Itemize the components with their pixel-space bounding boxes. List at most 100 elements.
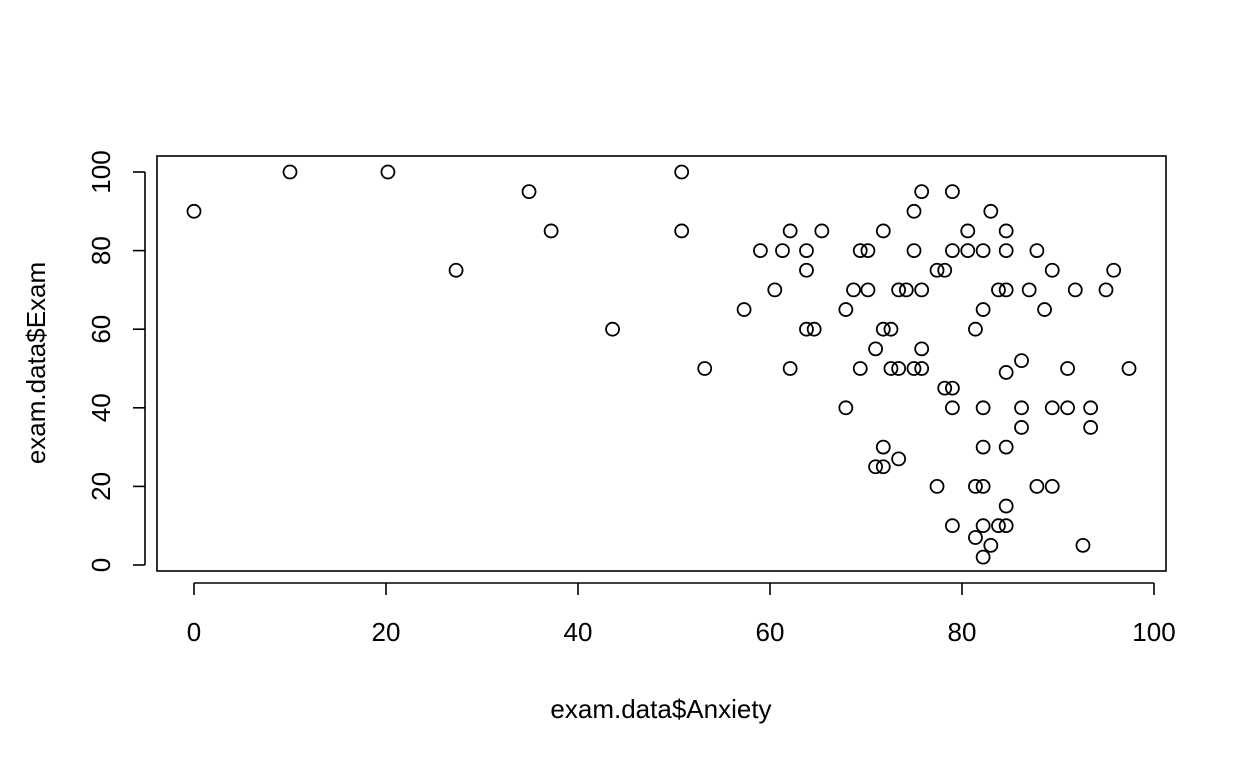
data-point [1106, 262, 1122, 278]
data-point [860, 243, 876, 259]
data-point [960, 243, 976, 259]
data-point [543, 223, 559, 239]
data-point [998, 518, 1014, 534]
data-point [605, 321, 620, 337]
data-point [945, 518, 960, 534]
y-tick-label: 40 [86, 393, 116, 422]
data-point [998, 498, 1014, 514]
x-tick-label: 80 [948, 617, 977, 647]
data-point [1060, 361, 1075, 376]
y-tick-label: 80 [86, 236, 116, 265]
data-point [1037, 302, 1052, 317]
data-point [852, 361, 868, 376]
y-tick-label: 0 [86, 558, 116, 572]
data-point [983, 203, 999, 219]
data-point [1014, 400, 1029, 416]
data-point [799, 262, 814, 278]
data-point [868, 459, 883, 475]
data-point [914, 361, 930, 376]
data-point [975, 518, 991, 534]
data-point [945, 184, 960, 200]
data-point [1098, 282, 1114, 298]
data-point [991, 518, 1006, 534]
x-tick-label: 40 [564, 617, 593, 647]
data-point [998, 439, 1014, 455]
data-point [1067, 282, 1083, 298]
plot-area-border [156, 155, 1167, 572]
data-point [380, 164, 396, 180]
data-point [891, 451, 907, 467]
data-point [914, 184, 930, 200]
data-point [975, 478, 991, 494]
data-point [799, 243, 814, 259]
y-tick-label: 100 [86, 150, 116, 193]
data-point [998, 243, 1014, 259]
data-point [1083, 400, 1099, 416]
data-point [1044, 262, 1060, 278]
y-tick-label: 60 [86, 315, 116, 344]
data-point [875, 223, 891, 239]
data-point [983, 537, 999, 553]
data-point [1014, 420, 1029, 435]
data-point [898, 282, 914, 298]
data-point [806, 321, 822, 337]
data-point [975, 302, 991, 317]
data-point [968, 530, 983, 545]
y-axis-label: exam.data$Exam [21, 262, 51, 464]
data-point [929, 478, 945, 494]
data-point [282, 164, 298, 180]
data-point [860, 282, 876, 298]
data-point [775, 243, 790, 259]
data-point [891, 282, 907, 298]
data-point [906, 361, 922, 376]
data-point [1044, 478, 1060, 494]
data-point [1029, 478, 1045, 494]
x-axis: 0 20 40 60 80 100 [187, 582, 1176, 647]
x-tick-label: 0 [187, 617, 201, 647]
data-point [937, 380, 953, 396]
data-point [1044, 400, 1060, 416]
data-point [1121, 361, 1137, 376]
data-point [883, 321, 899, 337]
data-point [846, 282, 861, 298]
data-point [799, 321, 814, 337]
data-point [674, 223, 690, 239]
data-point [814, 223, 830, 239]
data-point [960, 223, 976, 239]
data-point [891, 361, 907, 376]
data-point [838, 400, 854, 416]
data-point [1083, 420, 1099, 435]
data-point [929, 262, 945, 278]
x-tick-label: 60 [756, 617, 785, 647]
data-point [906, 203, 922, 219]
data-point [1014, 353, 1029, 369]
data-point [1060, 400, 1075, 416]
data-point [906, 243, 922, 259]
data-point [883, 361, 899, 376]
data-point [875, 459, 891, 475]
data-point [1029, 243, 1045, 259]
data-point [991, 282, 1006, 298]
data-point [521, 184, 537, 200]
data-point [914, 282, 930, 298]
data-point [914, 341, 930, 357]
data-point [975, 243, 991, 259]
data-point [753, 243, 768, 259]
data-point [998, 365, 1014, 380]
data-point [186, 203, 202, 219]
data-point [875, 321, 891, 337]
x-axis-label: exam.data$Anxiety [550, 694, 771, 724]
data-point [998, 223, 1014, 239]
data-point [975, 549, 991, 565]
data-point [975, 439, 991, 455]
x-tick-label: 20 [372, 617, 401, 647]
data-point [945, 243, 960, 259]
data-point [868, 341, 883, 357]
data-point [1075, 537, 1091, 553]
y-axis: 0 20 40 60 80 100 [86, 150, 146, 572]
data-points [186, 164, 1137, 565]
data-point [782, 223, 798, 239]
data-point [937, 262, 953, 278]
data-point [875, 439, 891, 455]
